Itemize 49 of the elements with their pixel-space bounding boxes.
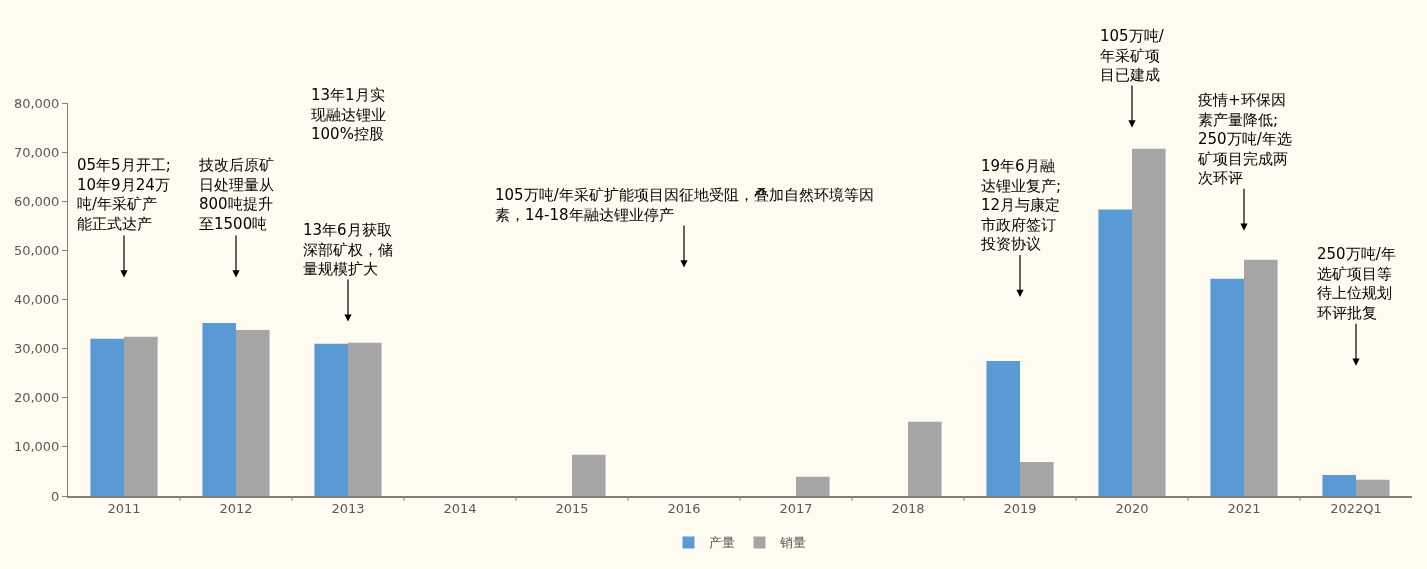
bar (202, 323, 236, 496)
y-tick-label: 40,000 (13, 292, 60, 308)
x-tick-label: 2016 (667, 501, 701, 517)
annotation: 19年6月融达锂业复产;12月与康定市政府签订投资协议 (980, 157, 1062, 253)
x-tick-label: 2014 (443, 501, 477, 517)
x-tick-label: 2017 (779, 501, 813, 517)
bar (1210, 278, 1244, 496)
text: 105万吨/年采矿项目已建成 (1100, 27, 1165, 84)
y-tick-label: 30,000 (13, 341, 60, 357)
bar (90, 338, 124, 496)
bar (986, 360, 1020, 496)
x-tick-label: 2019 (1003, 501, 1037, 517)
annotation: 技改后原矿日处理量从800吨提升至1500吨 (198, 156, 274, 233)
bar (1132, 148, 1166, 496)
x-tick-label: 2020 (1115, 501, 1149, 517)
bar (908, 421, 942, 496)
x-tick-label: 2011 (107, 501, 141, 517)
annotation: 05年5月开工;10年9月24万吨/年采矿产能正式达产 (77, 156, 171, 233)
bar (1322, 474, 1356, 496)
bar (1020, 462, 1054, 496)
y-tick-label: 10,000 (13, 439, 60, 455)
annotation: 105万吨/年采矿扩能项目因征地受阻，叠加自然环境等因素，14-18年融达锂业停产 (495, 186, 874, 224)
y-tick-label: 70,000 (13, 144, 60, 160)
annotation: 13年1月实现融达锂业100%控股 (311, 86, 386, 143)
bar (348, 342, 382, 496)
bar (1244, 259, 1278, 496)
annotation: 13年6月获取深部矿权，储量规模扩大 (303, 221, 393, 278)
legend-label: 销量 (778, 535, 806, 551)
y-tick-label: 50,000 (13, 242, 60, 258)
x-tick-label: 2021 (1227, 501, 1261, 517)
bar (1098, 209, 1132, 496)
y-tick-label: 60,000 (13, 193, 60, 209)
bar (796, 476, 830, 496)
legend-label: 产量 (708, 535, 735, 551)
bar (314, 343, 348, 496)
x-tick-label: 2012 (219, 501, 253, 517)
annotation: 疫情+环保因素产量降低;250万吨/年选矿项目完成两次环评 (1197, 91, 1292, 187)
bar (1356, 479, 1390, 496)
bar (236, 329, 270, 496)
x-tick-label: 2015 (555, 501, 589, 517)
x-tick-label: 2013 (331, 501, 365, 517)
y-tick-label: 80,000 (13, 95, 60, 111)
annotation: 250万吨/年选矿项目等待上位规划环评批复 (1317, 245, 1396, 322)
x-tick-label: 2022Q1 (1330, 501, 1382, 517)
bar (572, 454, 606, 496)
y-tick-label: 0 (51, 488, 60, 504)
x-tick-label: 2018 (891, 501, 925, 517)
y-tick-label: 20,000 (13, 390, 60, 406)
bar (124, 336, 158, 496)
